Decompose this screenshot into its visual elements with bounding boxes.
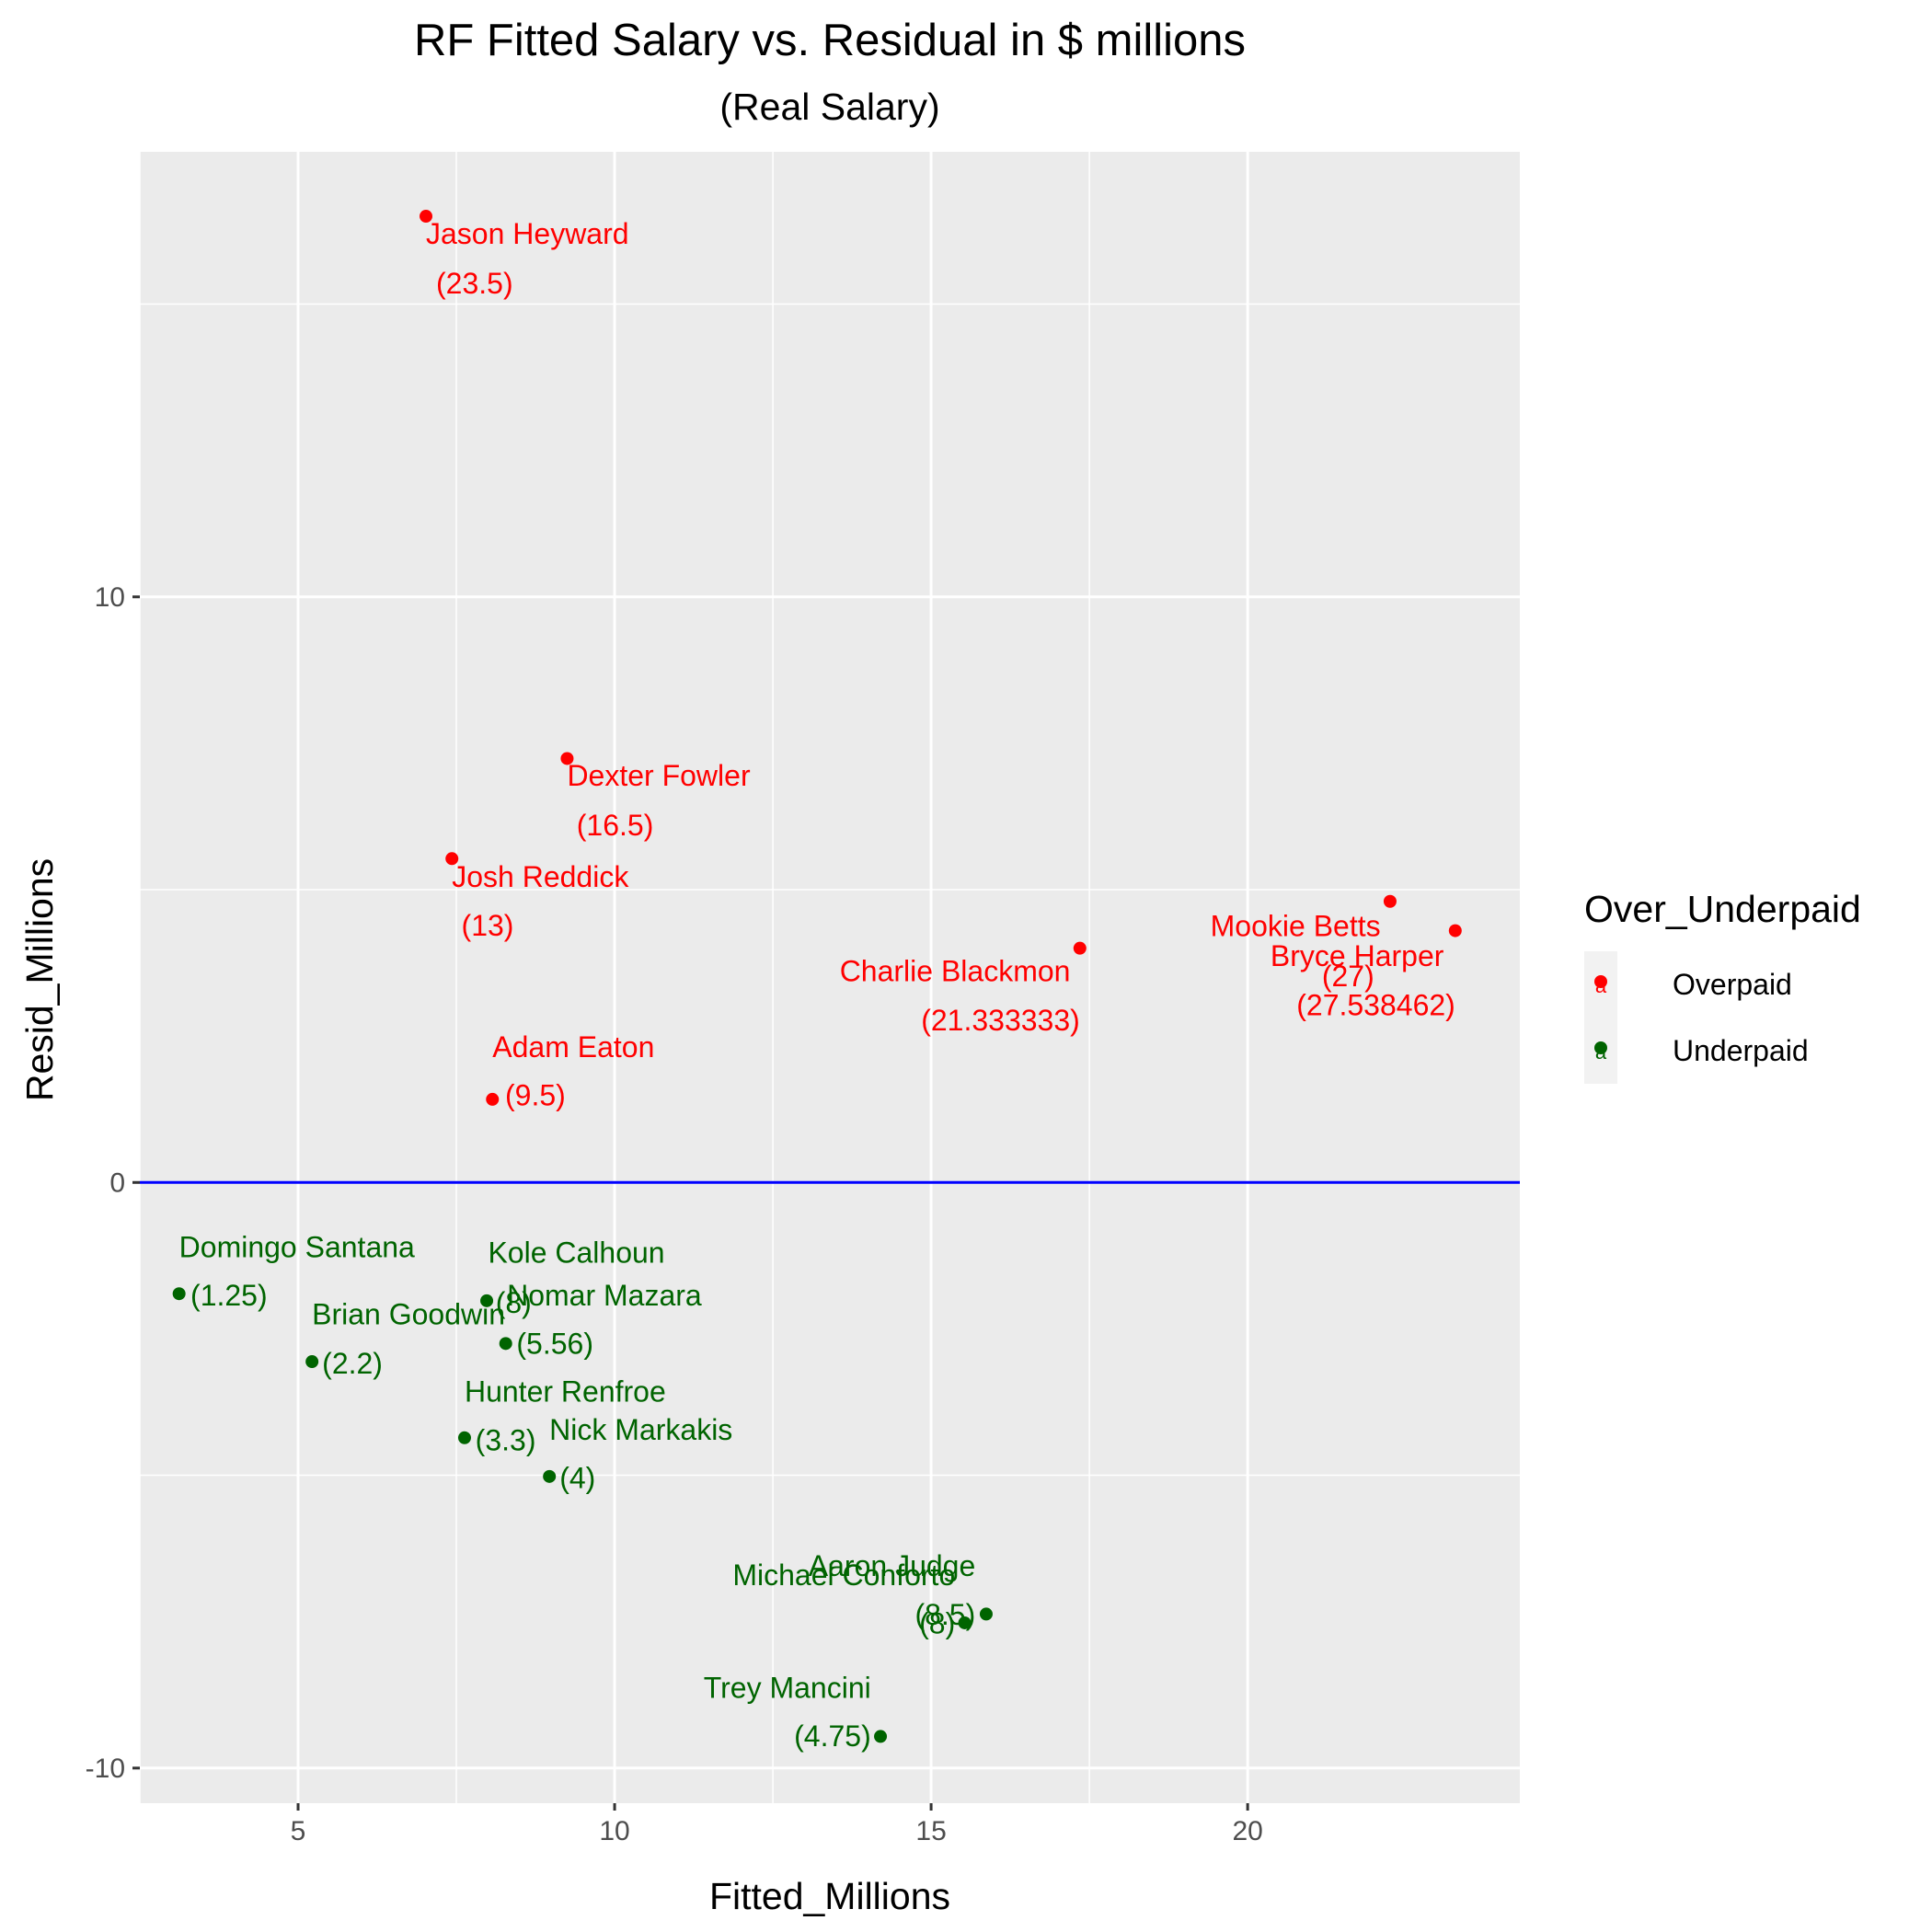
legend-text-glyph-overpaid: a: [1595, 974, 1607, 997]
point-salary-adam-eaton: (9.5): [505, 1078, 566, 1111]
legend-title: Over_Underpaid: [1584, 888, 1861, 930]
point-trey-mancini: [874, 1730, 888, 1743]
y-axis-title: Resid_Millions: [18, 858, 61, 1101]
point-salary-dexter-fowler: (16.5): [577, 809, 654, 842]
point-adam-eaton: [486, 1092, 500, 1106]
x-tick-label: 15: [915, 1816, 946, 1846]
point-salary-michael-conforto: (8): [919, 1607, 955, 1640]
point-salary-kole-calhoun: (8): [496, 1286, 532, 1319]
legend-text-glyph-underpaid: a: [1595, 1041, 1607, 1064]
point-kole-calhoun: [480, 1294, 494, 1307]
point-hunter-renfroe: [457, 1431, 471, 1444]
point-nomar-mazara: [499, 1337, 512, 1351]
point-salary-jason-heyward: (23.5): [436, 267, 513, 300]
point-salary-nick-markakis: (4): [559, 1462, 595, 1495]
y-tick-label: 10: [95, 582, 125, 613]
point-name-jason-heyward: Jason Heyward: [426, 217, 629, 250]
point-name-adam-eaton: Adam Eaton: [492, 1030, 654, 1064]
point-name-josh-reddick: Josh Reddick: [452, 860, 629, 893]
point-aaron-judge: [979, 1607, 993, 1621]
x-tick-label: 20: [1232, 1816, 1262, 1846]
point-salary-mookie-betts: (27): [1322, 960, 1374, 993]
chart-title: RF Fitted Salary vs. Residual in $ milli…: [414, 16, 1246, 65]
grid-minor: [139, 152, 1520, 1803]
legend-label-overpaid: Overpaid: [1673, 968, 1792, 1001]
point-salary-trey-mancini: (4.75): [794, 1719, 871, 1753]
point-name-domingo-santana: Domingo Santana: [179, 1230, 415, 1263]
point-salary-charlie-blackmon: (21.333333): [921, 1004, 1080, 1037]
plot-panel: [140, 152, 1520, 1803]
point-name-kole-calhoun: Kole Calhoun: [488, 1236, 664, 1270]
point-name-bryce-harper: Bryce Harper: [1271, 939, 1444, 972]
point-salary-domingo-santana: (1.25): [190, 1279, 268, 1312]
point-michael-conforto: [958, 1616, 972, 1629]
x-axis-title: Fitted_Millions: [709, 1875, 950, 1917]
point-josh-reddick: [445, 852, 459, 866]
point-salary-brian-goodwin: (2.2): [322, 1347, 383, 1380]
point-name-dexter-fowler: Dexter Fowler: [567, 759, 751, 792]
point-name-brian-goodwin: Brian Goodwin: [312, 1298, 505, 1331]
data-points: [172, 210, 1462, 1743]
point-name-michael-conforto: Michael Conforto: [732, 1558, 955, 1592]
legend: Over_Underpaid a a Overpaid Underpaid: [1584, 888, 1861, 1084]
point-name-nomar-mazara: Nomar Mazara: [507, 1279, 702, 1312]
x-axis: 5 10 15 20: [291, 1803, 1263, 1846]
y-tick-label: 0: [109, 1167, 125, 1198]
point-nick-markakis: [543, 1469, 557, 1483]
point-jason-heyward: [420, 210, 433, 224]
point-name-mookie-betts: Mookie Betts: [1211, 909, 1381, 942]
chart-subtitle: (Real Salary): [719, 86, 939, 128]
point-brian-goodwin: [305, 1355, 319, 1369]
x-tick-label: 5: [291, 1816, 306, 1846]
point-labels: Jason Heyward (23.5) Dexter Fowler (16.5) Jo…: [179, 217, 1455, 1753]
x-tick-label: 10: [599, 1816, 629, 1846]
point-name-aaron-judge: Aaron Judge: [809, 1549, 975, 1582]
point-salary-aaron-judge: (8.5): [914, 1598, 975, 1631]
point-name-hunter-renfroe: Hunter Renfroe: [465, 1375, 666, 1409]
point-name-charlie-blackmon: Charlie Blackmon: [840, 954, 1071, 987]
legend-dot-overpaid: [1594, 975, 1607, 988]
point-salary-nomar-mazara: (5.56): [516, 1327, 593, 1360]
point-mookie-betts: [1383, 894, 1397, 908]
point-salary-josh-reddick: (13): [462, 909, 514, 942]
legend-label-underpaid: Underpaid: [1673, 1034, 1809, 1067]
point-salary-hunter-renfroe: (3.3): [476, 1423, 536, 1456]
point-salary-bryce-harper: (27.538462): [1296, 988, 1455, 1021]
point-bryce-harper: [1448, 924, 1462, 937]
point-dexter-fowler: [560, 752, 574, 765]
y-tick-label: -10: [86, 1754, 125, 1784]
y-axis: -10 0 10: [86, 582, 140, 1784]
point-domingo-santana: [172, 1287, 186, 1301]
point-name-nick-markakis: Nick Markakis: [549, 1413, 732, 1446]
point-name-trey-mancini: Trey Mancini: [704, 1672, 871, 1705]
legend-dot-underpaid: [1594, 1041, 1607, 1054]
point-charlie-blackmon: [1073, 941, 1087, 955]
